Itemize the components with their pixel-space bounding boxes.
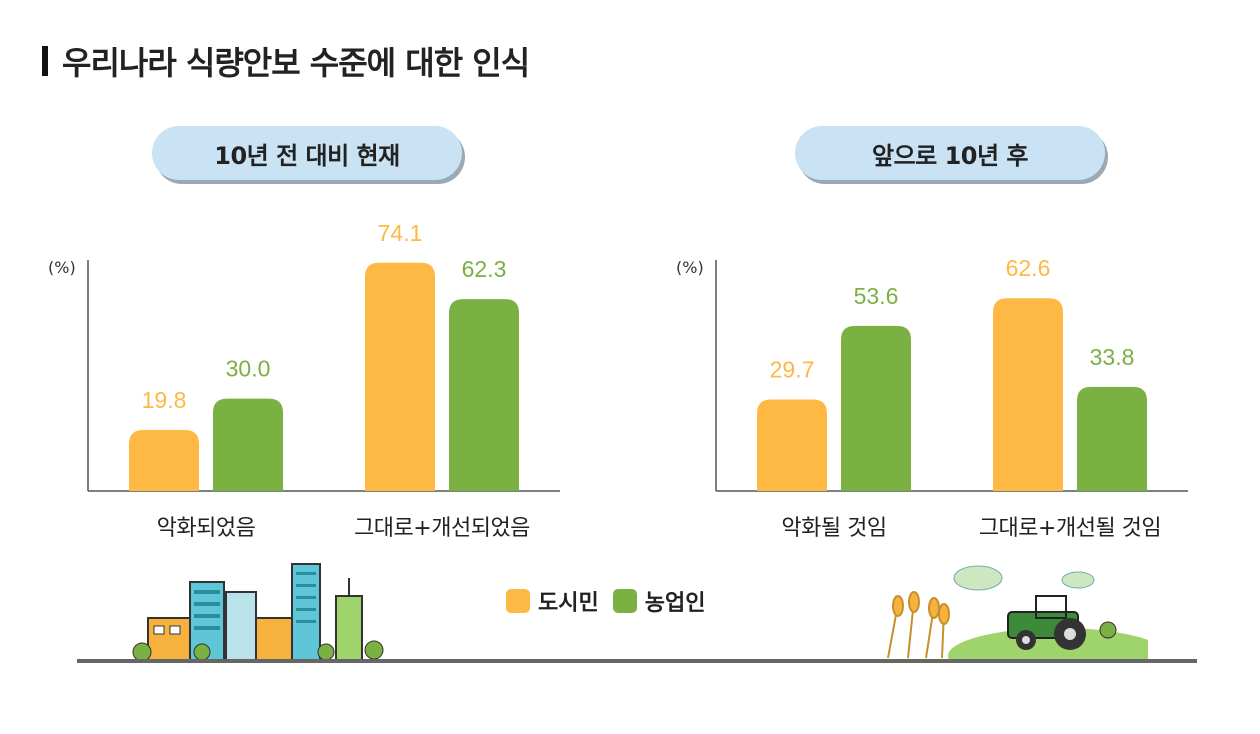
legend-item-city: 도시민 — [506, 585, 599, 617]
chart-2-category-label: 그대로+개선될 것임 — [978, 516, 1162, 541]
chart-1-value-label: 74.1 — [378, 220, 423, 246]
chart-1-title: 10년 전 대비 현재 — [152, 126, 462, 180]
chart-2-value-label: 53.6 — [854, 283, 899, 309]
legend-swatch-farm — [612, 589, 637, 613]
legend: 도시민 농업인 — [506, 585, 705, 617]
chart-2-bar-farm — [1077, 386, 1147, 491]
chart-1-bar-farm — [449, 299, 519, 491]
chart-2-title-text: 앞으로 10년 후 — [871, 141, 1029, 170]
title-bar-icon — [42, 46, 48, 76]
chart-2-unit: (%) — [676, 258, 704, 277]
chart-1-bar-city — [129, 430, 199, 491]
chart-2-value-label: 29.7 — [770, 357, 815, 383]
chart-2-value-label: 33.8 — [1090, 344, 1135, 370]
ground-line — [77, 659, 1197, 663]
chart-1-unit: (%) — [48, 258, 76, 277]
chart-1-value-label: 62.3 — [462, 256, 507, 282]
chart-1-category-label: 악화되었음 — [156, 516, 256, 541]
chart-1-value-label: 19.8 — [142, 387, 187, 413]
chart-2-value-label: 62.6 — [1006, 255, 1051, 281]
city-buildings-illustration — [132, 563, 384, 662]
chart-2-bar-farm — [841, 325, 911, 491]
chart-2-bar-city — [993, 298, 1063, 491]
chart-1-value-label: 30.0 — [226, 356, 271, 382]
chart-2-title: 앞으로 10년 후 — [795, 126, 1105, 180]
legend-label-city: 도시민 — [538, 591, 599, 616]
legend-item-farm: 농업인 — [612, 585, 706, 617]
legend-swatch-city — [506, 589, 530, 613]
legend-label-farm: 농업인 — [644, 591, 706, 616]
page-title: 우리나라 식량안보 수준에 대한 인식 — [42, 38, 530, 84]
page-title-text: 우리나라 식량안보 수준에 대한 인식 — [62, 44, 530, 82]
chart-1-bar-city — [365, 262, 435, 491]
farm-tractor-illustration — [887, 565, 1148, 662]
chart-2-category-label: 악화될 것임 — [781, 516, 887, 541]
chart-1-category-label: 그대로+개선되었음 — [354, 516, 530, 541]
chart-1-bar-farm — [213, 398, 283, 491]
chart-2-bar-city — [757, 399, 827, 491]
chart-1-title-text: 10년 전 대비 현재 — [214, 141, 400, 170]
